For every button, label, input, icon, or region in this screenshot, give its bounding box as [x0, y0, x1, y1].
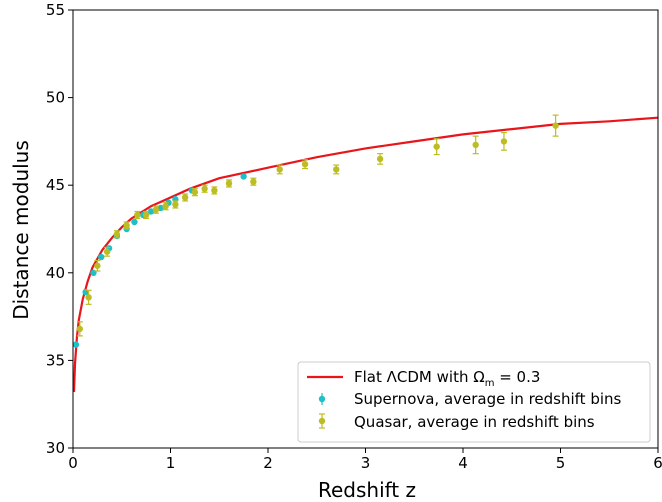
y-axis-label: Distance modulus: [9, 140, 33, 320]
supernova-marker: [147, 208, 155, 215]
quasar-marker: [134, 211, 141, 219]
supernova-point: [72, 341, 80, 348]
quasar-marker: [472, 141, 479, 149]
quasar-marker: [85, 294, 92, 301]
quasar-marker: [181, 194, 189, 201]
quasar-point: [500, 132, 508, 151]
quasar-marker: [152, 206, 160, 213]
quasar-point: [333, 164, 340, 175]
quasar-point: [181, 193, 189, 202]
quasar-marker: [376, 155, 384, 163]
supernova-marker: [157, 204, 164, 212]
x-tick-label: 5: [556, 454, 566, 472]
quasar-point: [552, 114, 559, 137]
quasar-marker: [162, 203, 169, 210]
quasar-point: [113, 230, 121, 239]
quasar-point: [472, 135, 479, 155]
quasar-marker: [201, 185, 208, 192]
supernova-marker: [72, 341, 80, 348]
x-tick-label: 3: [361, 454, 371, 472]
x-tick-label: 2: [263, 454, 273, 472]
supernova-marker: [98, 253, 105, 261]
quasar-point: [211, 186, 218, 195]
quasar-point: [103, 246, 111, 257]
x-tick-label: 6: [653, 454, 662, 472]
quasar-point: [250, 177, 257, 186]
quasar-point: [85, 289, 92, 305]
quasar-marker: [552, 122, 559, 129]
x-tick-label: 0: [68, 454, 78, 472]
quasar-marker: [301, 160, 309, 168]
legend-quasar-swatch: [318, 413, 326, 429]
quasar-marker: [433, 143, 440, 150]
legend-box: [297, 361, 651, 443]
quasar-point: [152, 205, 160, 214]
y-tick-label: 40: [46, 264, 65, 282]
x-axis-label: Redshift z: [318, 478, 416, 502]
quasar-marker: [76, 325, 84, 333]
quasar-point: [201, 184, 208, 193]
y-tick-label: 55: [46, 1, 65, 19]
quasar-point: [134, 210, 141, 220]
quasar-marker: [250, 178, 257, 185]
legend-model-label: Flat ΛCDM with Ωm = 0.3: [354, 368, 540, 389]
quasar-point: [76, 321, 84, 337]
supernova-marker: [131, 218, 138, 226]
quasar-marker: [211, 187, 218, 194]
supernova-point: [240, 173, 247, 180]
quasar-marker: [142, 211, 150, 219]
y-tick-label: 35: [46, 351, 65, 369]
supernova-point: [98, 253, 105, 261]
y-tick-label: 50: [46, 89, 65, 107]
quasar-marker: [225, 180, 233, 187]
model-curve: [72, 116, 659, 392]
quasar-marker: [172, 201, 179, 208]
legend-supernova-swatch: [318, 393, 326, 405]
supernova-point: [157, 204, 164, 212]
legend: Flat ΛCDM with Ωm = 0.3 Supernova, avera…: [297, 361, 651, 443]
quasar-marker: [333, 166, 340, 173]
quasar-point: [162, 202, 169, 211]
quasar-marker: [94, 262, 101, 269]
y-tick-label: 30: [46, 439, 65, 457]
x-tick-label: 1: [166, 454, 176, 472]
quasar-marker: [123, 222, 130, 229]
quasar-point: [142, 210, 150, 220]
supernova-point: [131, 218, 138, 226]
quasar-point: [301, 159, 309, 170]
plot-area: [72, 114, 659, 392]
quasar-marker: [113, 231, 121, 238]
quasar-point: [191, 188, 199, 197]
quasar-point: [172, 200, 179, 209]
quasar-marker: [276, 166, 283, 173]
quasar-point: [94, 259, 101, 272]
quasar-point: [376, 153, 384, 165]
x-tick-label: 4: [458, 454, 468, 472]
quasar-point: [276, 164, 283, 175]
y-tick-label: 45: [46, 176, 65, 194]
quasar-marker: [103, 248, 111, 255]
legend-quasar-label: Quasar, average in redshift bins: [354, 413, 595, 431]
supernova-point: [147, 208, 155, 215]
quasar-marker: [191, 189, 199, 196]
quasar-point: [225, 179, 233, 188]
legend-supernova-label: Supernova, average in redshift bins: [354, 390, 622, 408]
supernova-marker: [240, 173, 247, 180]
quasar-marker: [500, 138, 508, 145]
quasar-point: [123, 221, 130, 230]
quasar-point: [433, 138, 440, 156]
